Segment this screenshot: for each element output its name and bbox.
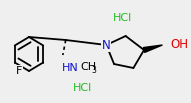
Text: HN: HN	[62, 63, 79, 73]
Text: CH: CH	[80, 62, 96, 72]
Text: F: F	[16, 66, 22, 76]
Text: N: N	[102, 39, 111, 52]
Text: OH: OH	[170, 37, 188, 50]
Polygon shape	[143, 45, 162, 52]
Text: HCl: HCl	[73, 83, 92, 93]
Text: HCl: HCl	[113, 13, 132, 23]
Text: 3: 3	[91, 66, 96, 75]
